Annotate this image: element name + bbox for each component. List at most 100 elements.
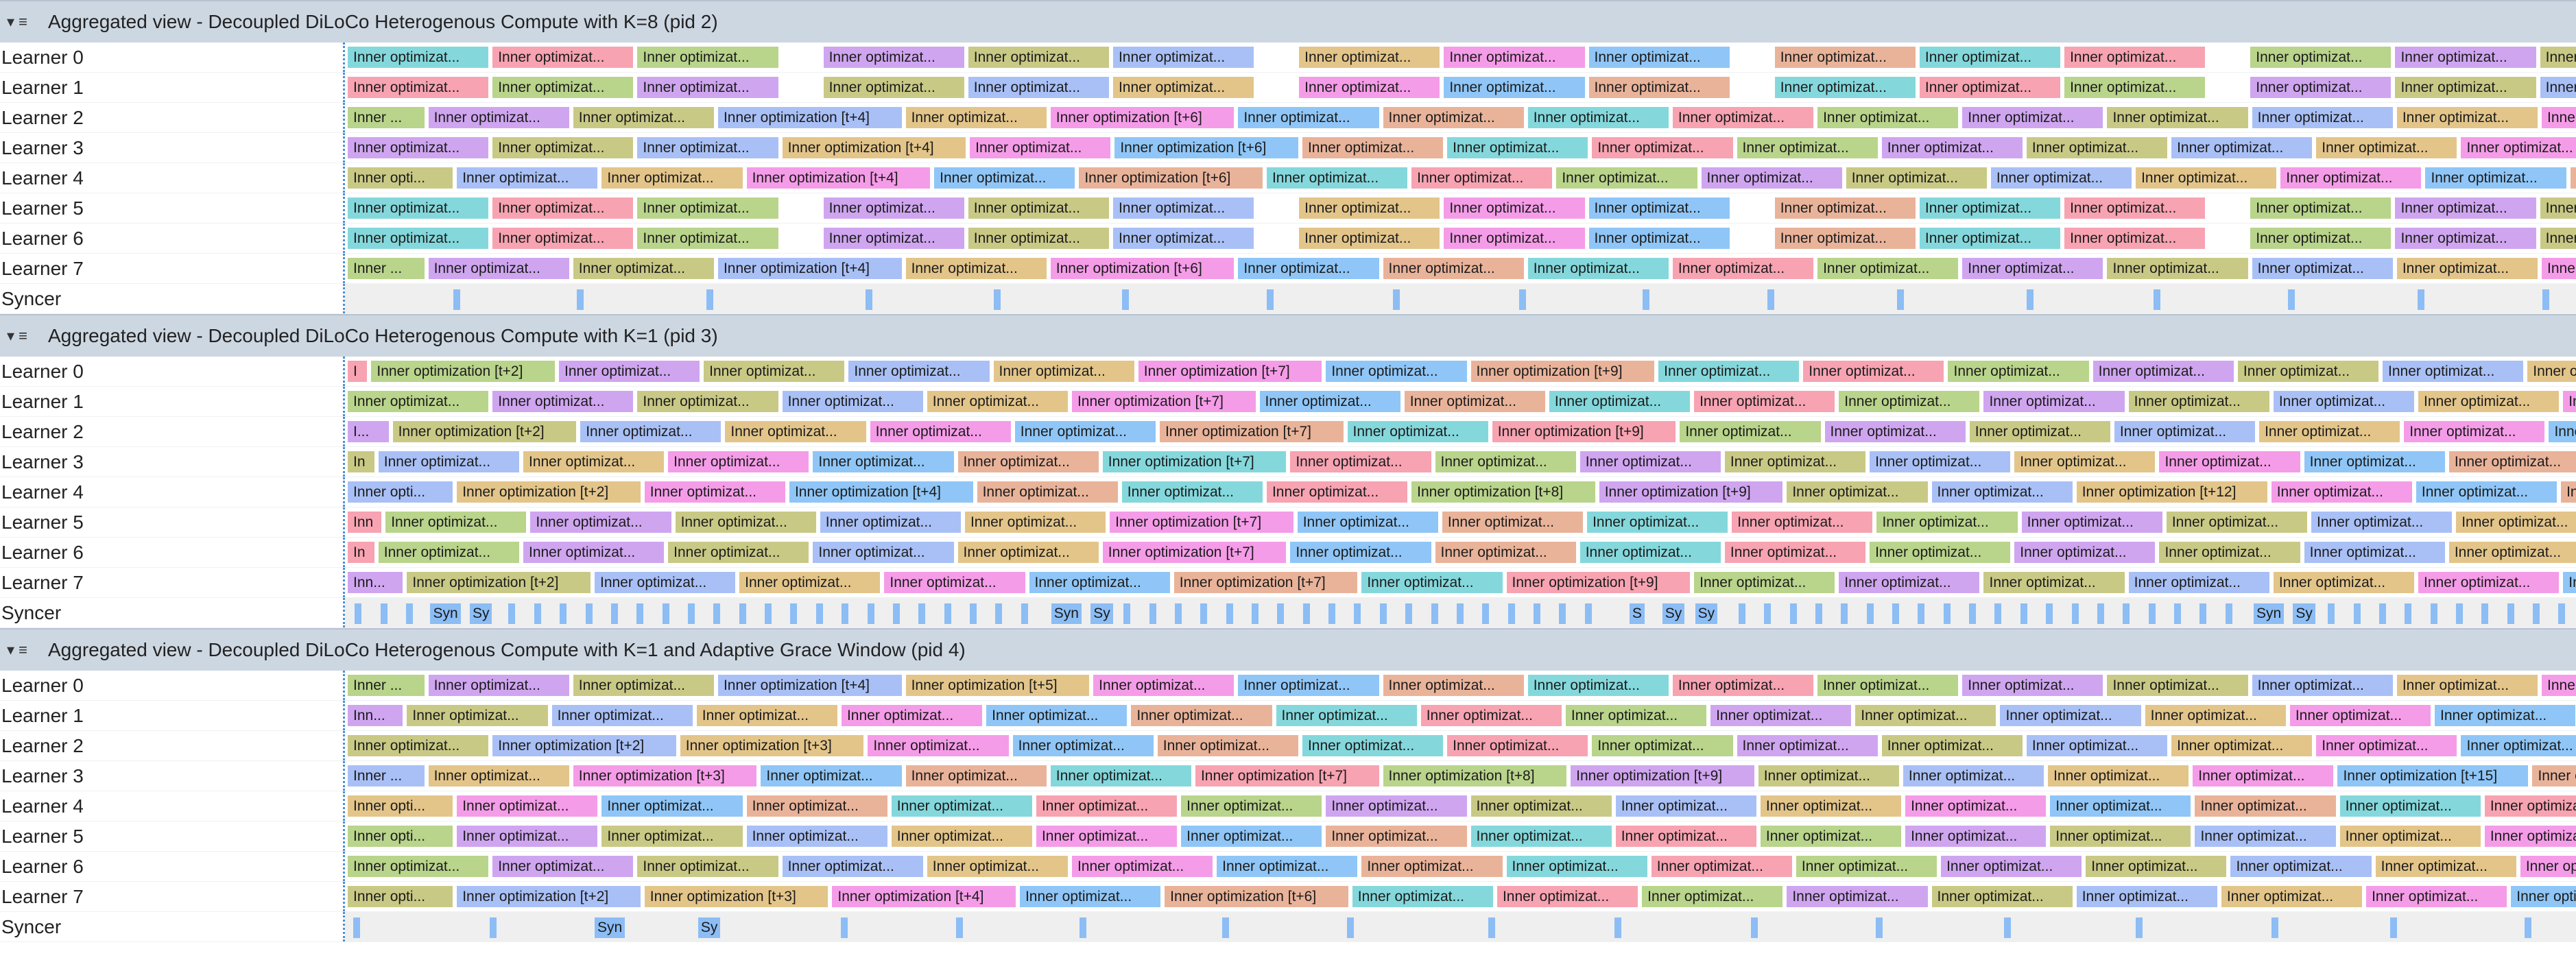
slice[interactable]: Inner optimizat... <box>1672 107 1814 128</box>
slice[interactable]: Inner optimizat... <box>1299 197 1440 219</box>
slice[interactable]: Inner optimizat... <box>1919 228 2061 249</box>
slice[interactable]: Inner optimizat... <box>957 451 1099 472</box>
slice[interactable]: Inner optimizat... <box>891 795 1032 817</box>
slice[interactable]: Inner optimization [t+9] <box>1571 765 1754 787</box>
slice[interactable]: Inner optimizat... <box>492 228 634 249</box>
slice[interactable]: Inner optimizat... <box>2396 258 2538 279</box>
slice[interactable]: Inner optimizat... <box>637 197 778 219</box>
slice[interactable]: Inner optimizat... <box>970 137 1111 158</box>
slice[interactable]: Inner optimizat... <box>1036 826 1178 847</box>
slice[interactable]: Inner optimizat... <box>1444 197 1585 219</box>
slice[interactable]: Inner optimizat... <box>1672 675 1814 696</box>
slice[interactable]: Inn <box>348 512 382 533</box>
slice[interactable]: Inner optimizat... <box>1839 572 1980 593</box>
slice[interactable]: Inner optimizat... <box>1299 77 1440 98</box>
slice[interactable]: Inner optimizat... <box>1404 391 1545 412</box>
slice[interactable]: Inner optimizat... <box>1919 47 2061 68</box>
slice[interactable]: Inner optimization [t+15] <box>2511 886 2576 907</box>
slice[interactable]: Inner optimizat... <box>968 228 1109 249</box>
slice[interactable]: Inner optimization [t+5] <box>905 675 1090 696</box>
slice[interactable]: Inner optimizat... <box>1642 886 1783 907</box>
slice[interactable]: Inner optimizat... <box>1881 137 2023 158</box>
slice[interactable]: Inner optimizat... <box>1383 107 1524 128</box>
slice[interactable]: Inner optimizat... <box>2375 856 2516 877</box>
slice[interactable]: Inner optimizat... <box>378 451 519 472</box>
slice[interactable]: Inner optimizat... <box>2221 886 2363 907</box>
slice[interactable]: Inner optimization [t+3] <box>644 886 828 907</box>
slice[interactable]: Inner optimizat... <box>428 675 569 696</box>
slice[interactable]: Inner optimizat... <box>492 856 634 877</box>
slice[interactable]: Inner optimizat... <box>428 107 569 128</box>
slice[interactable]: Inner optimizat... <box>1447 137 1588 158</box>
slice[interactable]: Inner optimizat... <box>1238 675 1379 696</box>
slice[interactable]: Inner optimization [t+9] <box>1470 361 1655 382</box>
slice[interactable]: Inner optimizat... <box>2064 228 2206 249</box>
slice[interactable]: Inner optimizat... <box>637 391 778 412</box>
slice[interactable]: Inner optimizat... <box>1181 795 1322 817</box>
slice[interactable]: Inner optimizat... <box>492 77 634 98</box>
slice[interactable]: Inner optimizat... <box>1112 228 1254 249</box>
slice[interactable]: Inner optimizat... <box>378 542 519 563</box>
slice[interactable]: Inner optimizat... <box>934 167 1075 189</box>
slice[interactable]: Inner optimizat... <box>2064 77 2206 98</box>
slice[interactable]: Inner optimizat... <box>407 705 548 726</box>
slice[interactable]: Inner optimizat... <box>2107 107 2248 128</box>
slice[interactable]: Inner optimizat... <box>1694 391 1835 412</box>
slice[interactable]: Inner optimizat... <box>1615 826 1756 847</box>
slice[interactable]: Inner optimizat... <box>1435 451 1576 472</box>
slice[interactable]: Inner ... <box>348 258 425 279</box>
slice[interactable]: Inner optimizat... <box>523 542 665 563</box>
slice[interactable]: Inner optimizat... <box>2304 542 2445 563</box>
slice[interactable]: Inner optimizat... <box>2339 795 2481 817</box>
slice[interactable]: Inner optimizat... <box>957 542 1099 563</box>
slice[interactable]: Inner optimizat... <box>696 705 837 726</box>
sync-slice[interactable]: S <box>1629 603 1645 624</box>
slice[interactable]: Inner optimizat... <box>1579 451 1721 472</box>
slice[interactable]: Inner opti... <box>348 826 453 847</box>
sync-slice[interactable]: Sy <box>1090 603 1113 624</box>
slice[interactable]: Inner optimizat... <box>348 47 489 68</box>
slice[interactable]: Inner optimizat... <box>637 77 778 98</box>
slice[interactable]: Inner opti... <box>348 481 453 503</box>
slice[interactable]: Inner optimizat... <box>2540 77 2576 98</box>
slice[interactable]: Inner optimizat... <box>1724 451 1866 472</box>
slice[interactable]: Inner optimizat... <box>1276 705 1417 726</box>
slice[interactable]: Inner optimization [t+2] <box>457 481 641 503</box>
slice[interactable]: Inner optimizat... <box>746 795 887 817</box>
slice[interactable]: Inner optimization [t+6] <box>1114 137 1298 158</box>
slice[interactable]: Inner optimizat... <box>848 361 990 382</box>
slice[interactable]: Inner optimizat... <box>1651 856 1792 877</box>
slice[interactable]: Inner optimizat... <box>1297 512 1438 533</box>
slice[interactable]: Inner optimizat... <box>2026 735 2168 756</box>
slice[interactable]: Inner optimizat... <box>2540 197 2576 219</box>
slice[interactable]: Inner optimization [t+15] <box>2337 765 2529 787</box>
slice[interactable]: Inner optimizat... <box>1266 167 1408 189</box>
slice[interactable]: Inner optimizat... <box>492 47 634 68</box>
slice[interactable]: Inner optimizat... <box>884 572 1025 593</box>
slice[interactable]: Inner optimizat... <box>1093 675 1235 696</box>
slice[interactable]: Inner optimizat... <box>1411 167 1553 189</box>
slice[interactable]: Inner optimizat... <box>1112 77 1254 98</box>
slice[interactable]: Inner optimizat... <box>1527 107 1669 128</box>
slice[interactable]: Inner optimizat... <box>2570 167 2576 189</box>
slice[interactable]: Inner optimizat... <box>964 512 1106 533</box>
slice[interactable]: Inner optimizat... <box>1014 421 1156 442</box>
slice[interactable]: Inner optimizat... <box>870 421 1011 442</box>
slice[interactable]: Inner optimizat... <box>986 705 1128 726</box>
slice[interactable]: Inner optimizat... <box>1710 705 1852 726</box>
slice[interactable]: Inner optimizat... <box>1549 391 1691 412</box>
slice[interactable]: Inner optimizat... <box>891 826 1032 847</box>
slice[interactable]: Inner optimizat... <box>2563 391 2576 412</box>
slice[interactable]: Inner optimizat... <box>1990 167 2132 189</box>
slice[interactable]: Inner optimizat... <box>573 107 714 128</box>
slice[interactable]: Inner optimizat... <box>2461 735 2576 756</box>
slice[interactable]: Inner optimization [t+7] <box>1110 512 1293 533</box>
slice[interactable]: Inner opti... <box>348 167 453 189</box>
slice[interactable]: Inner optimizat... <box>1238 258 1379 279</box>
slice[interactable]: Inner optimization [t+7] <box>1195 765 1379 787</box>
slice[interactable]: Inner optimizat... <box>1470 795 1612 817</box>
slice[interactable]: Inner optimizat... <box>823 228 964 249</box>
slice[interactable]: Inner optimizat... <box>2280 167 2422 189</box>
slice[interactable]: Inner optimizat... <box>2050 826 2191 847</box>
slice[interactable]: Inner optimizat... <box>1420 705 1562 726</box>
